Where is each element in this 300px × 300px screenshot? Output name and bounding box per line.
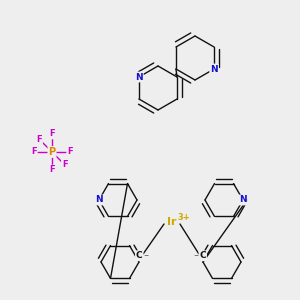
Text: F: F [31,148,37,157]
Text: C: C [136,251,142,260]
Text: P: P [48,147,56,157]
Text: 3+: 3+ [178,212,190,221]
Text: C: C [200,251,206,260]
Text: N: N [95,196,103,205]
Text: Ir: Ir [167,217,177,227]
Text: F: F [67,148,73,157]
Text: N: N [135,73,143,82]
Text: F: F [49,166,55,175]
Text: F: F [49,130,55,139]
Text: F: F [62,160,68,169]
Text: ⁻: ⁻ [144,253,149,263]
Text: F: F [37,135,42,144]
Text: N: N [210,64,218,74]
Text: ⁻: ⁻ [193,253,198,263]
Text: N: N [239,196,247,205]
